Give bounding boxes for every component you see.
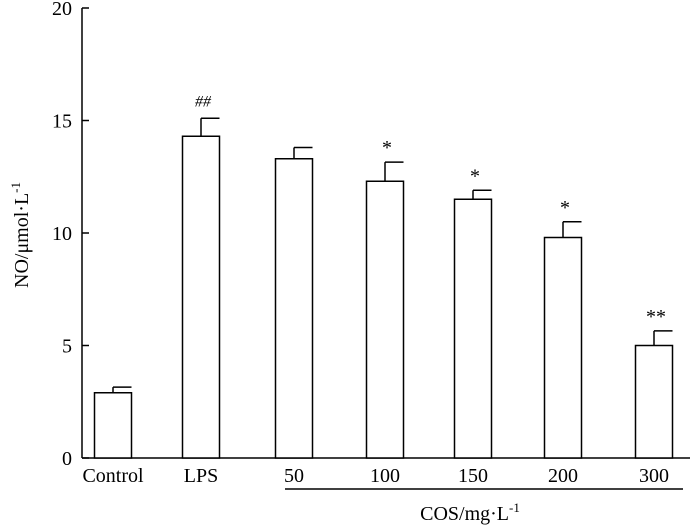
y-tick-label: 0 [62, 448, 72, 470]
significance-marker: * [382, 137, 392, 159]
y-tick-label: 5 [62, 336, 72, 358]
x-tick-label: 100 [370, 465, 400, 487]
significance-marker: * [470, 165, 480, 187]
x-tick-label: 150 [458, 465, 488, 487]
y-tick-label: 10 [52, 223, 72, 245]
bar [274, 158, 314, 459]
x-tick-label: 200 [548, 465, 578, 487]
group-label-text: COS/mg·L [420, 503, 509, 525]
bar [365, 180, 405, 459]
x-tick-label: LPS [184, 465, 218, 487]
x-tick-label: Control [82, 465, 144, 487]
y-axis-label-sup: -1 [8, 182, 23, 193]
bars: Control ## LPS 50 * 100 * 150 * 200 ** 300 [82, 93, 674, 487]
y-axis-label-text: NO/μmol·L [11, 193, 33, 288]
x-tick-label: 300 [639, 465, 669, 487]
y-axis-label: NO/μmol·L-1 [8, 182, 33, 288]
significance-marker: ** [646, 306, 666, 328]
bar [453, 198, 493, 459]
y-tick-label: 15 [52, 111, 72, 133]
significance-marker: * [560, 197, 570, 219]
group-label-sup: -1 [509, 500, 520, 515]
bar [543, 236, 583, 459]
x-tick-label: 50 [284, 465, 304, 487]
bar [634, 344, 674, 459]
labels: NO/μmol·L-1 COS/mg·L-1 [8, 182, 520, 525]
significance-marker: ## [195, 93, 212, 110]
y-tick-label: 20 [52, 0, 72, 20]
group-label: COS/mg·L-1 [420, 500, 520, 525]
bar [93, 392, 133, 459]
bar [181, 135, 221, 459]
